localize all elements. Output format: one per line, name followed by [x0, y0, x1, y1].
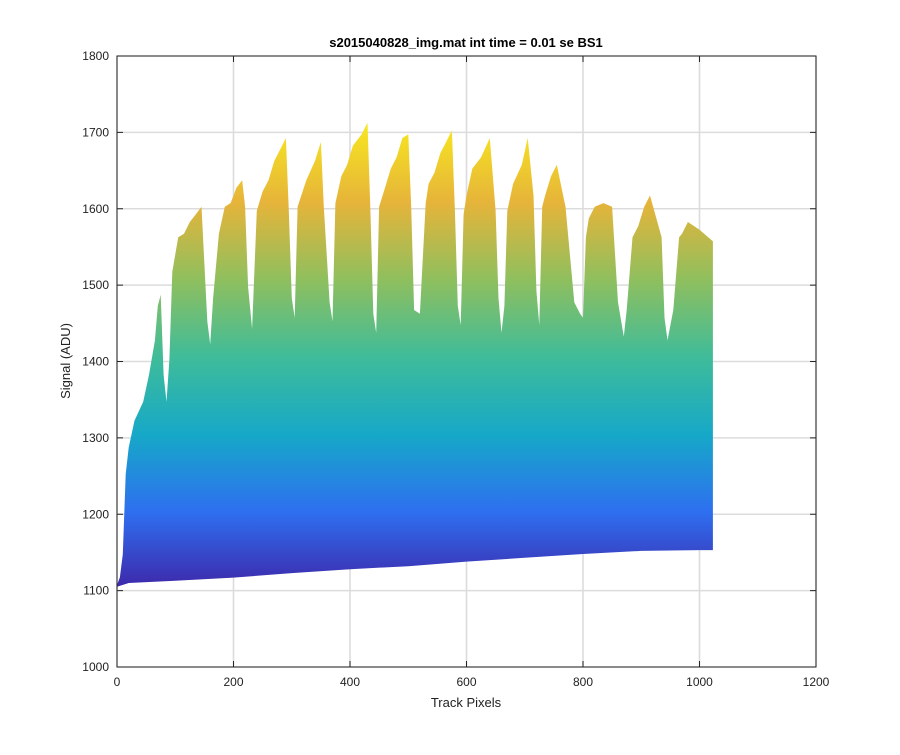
- x-tick-label: 1200: [803, 675, 830, 689]
- x-axis-label: Track Pixels: [431, 695, 502, 710]
- y-tick-label: 1300: [82, 431, 109, 445]
- x-tick-label: 600: [456, 675, 476, 689]
- chart-title: s2015040828_img.mat int time = 0.01 se B…: [329, 35, 603, 50]
- x-tick-label: 400: [340, 675, 360, 689]
- y-tick-label: 1800: [82, 49, 109, 63]
- y-tick-label: 1700: [82, 125, 109, 139]
- y-axis: 1000 1100 1200 1300 1400 1500 1600 1700 1800: [82, 49, 816, 674]
- y-tick-label: 1000: [82, 660, 109, 674]
- y-tick-label: 1600: [82, 202, 109, 216]
- signal-area: [117, 122, 713, 587]
- x-axis: 0 200 400 600 800 1000 1200: [114, 56, 830, 689]
- x-tick-label: 1000: [686, 675, 713, 689]
- x-tick-label: 0: [114, 675, 121, 689]
- y-tick-label: 1100: [83, 584, 109, 598]
- y-tick-label: 1400: [82, 355, 109, 369]
- y-tick-label: 1200: [82, 507, 109, 521]
- x-tick-label: 200: [223, 675, 243, 689]
- y-tick-label: 1500: [82, 278, 109, 292]
- x-tick-label: 800: [573, 675, 593, 689]
- y-axis-label: Signal (ADU): [58, 323, 73, 399]
